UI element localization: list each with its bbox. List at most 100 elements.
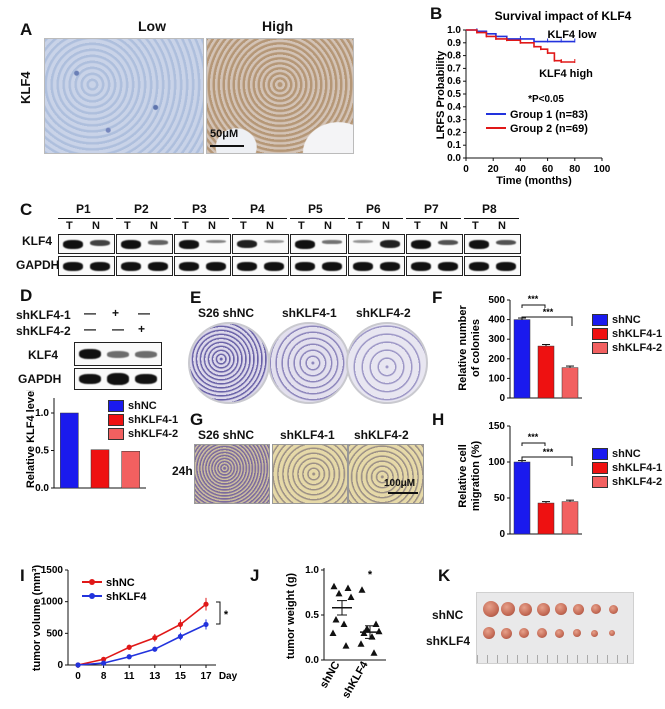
c-band [438,240,458,246]
chart-j-point-shKLF4 [375,627,383,635]
chart-i-xtick-label: 11 [124,671,135,682]
f-legend-1: shNC [592,314,641,327]
chart-i-series-shKLF4 [77,623,207,666]
chart-j-sig: * [368,569,373,581]
chart-b-ytick-label: 0.5 [447,89,461,100]
chart-b: Survival impact of KLF4 LRFS Probability… [435,9,632,187]
scale-bar-a [210,145,244,147]
k-tumor-shnc [591,604,601,614]
chart-f-ytick-label: 400 [488,315,505,326]
k-tumor-shklf4 [501,627,512,639]
c-band [121,262,141,271]
chart-f: Relative number of colonies 0 100 200 300 40… [457,294,582,404]
chart-b-ytick-label: 0.1 [447,140,461,151]
k-tumor-shklf4 [483,627,495,639]
c-blot-gapdh [348,256,405,276]
k-tumor-shnc [609,604,618,614]
chart-i-legend-marker-1 [89,579,95,585]
c-blot-klf4 [174,234,231,254]
k-tumor-shklf4 [555,628,564,638]
panel-label-f: F [432,288,443,307]
chart-b-title: Survival impact of KLF4 [495,9,632,23]
k-tumor-shklf4 [591,629,598,637]
chart-f-ytick-label: 500 [488,295,505,306]
chart-j-point-shNC [332,616,340,623]
chart-j-point-shKLF4 [358,586,366,593]
c-patient-label: P8 [482,202,497,216]
d-blot-klf4-label: KLF4 [28,348,58,362]
e-dish-label-2: shKLF4-1 [282,306,337,320]
chart-f-sig-2: *** [543,307,554,317]
chart-b-xlabel: Time (months) [496,175,572,187]
c-blot-gapdh [464,256,521,276]
c-blot-gapdh [290,256,347,276]
chart-i-point-shKLF4 [203,621,209,628]
chart-b-xtick-label: 20 [488,164,500,175]
chart-b-xtick-label: 60 [542,164,554,175]
c-band [469,262,489,271]
chart-h-sig-bracket-1 [521,442,546,446]
chart-i-sig-bracket [216,601,221,625]
c-band [496,262,516,271]
d-sign-1-2: + [112,306,120,320]
f-legend-3: shKLF4-2 [592,342,662,355]
c-band [237,240,257,249]
e-dish-shklf4-1 [268,322,350,404]
chart-b-xtick-label: 0 [463,164,469,175]
chart-b-xtick-label: 80 [569,164,581,175]
k-tumor-shklf4 [573,629,581,637]
chart-f-ylabel-2: of colonies [470,319,482,377]
g-col-label-3: shKLF4-2 [354,428,409,442]
c-band [469,240,489,249]
c-patient-underline [290,218,345,219]
c-blot-gapdh [58,256,115,276]
chart-j-xtick-shnc: shNC [318,659,343,690]
c-band [411,240,431,249]
chart-h-ylabel-1: Relative cell [457,444,469,508]
d-sign-2-3: + [138,322,146,336]
c-blot-klf4 [406,234,463,254]
c-patient-underline [58,218,113,219]
chart-f-bar-shKLF4-1 [537,345,555,399]
c-lane-label: T [472,220,479,232]
chart-j-xtick-shklf4: shKLF4 [340,659,371,701]
c-lane-label: N [208,220,216,232]
chart-j: tumor weight (g) 0.0 0.5 1.0 * shNC shKLF4 [285,565,386,701]
c-band [438,262,458,271]
chart-b-ytick-label: 0.9 [447,38,461,49]
panel-label-j: J [250,566,260,585]
c-band [353,240,373,243]
c-lane-label: T [414,220,421,232]
c-band [264,240,284,243]
ihc-image-high [206,38,354,154]
c-blot-gapdh [116,256,173,276]
row-label-klf4: KLF4 [18,71,33,105]
c-blot-klf4 [58,234,115,254]
chart-i-point-shNC [101,656,107,662]
chart-i-ytick-label: 500 [46,628,63,639]
c-band [380,262,400,271]
e-dish-label-3: shKLF4-2 [356,306,411,320]
chart-j-point-shNC [344,584,352,591]
c-lane-label: T [356,220,363,232]
k-tumor-shnc [519,602,532,616]
chart-b-legend-2: Group 2 (n=69) [510,123,588,135]
c-band [237,262,257,271]
chart-b-xtick-label: 40 [515,164,527,175]
chart-j-ytick-label: 0.0 [305,655,319,666]
chart-h-bar-shNC [513,461,531,535]
chart-f-ylabel-1: Relative number [457,304,469,390]
c-row-klf4: KLF4 [22,234,52,248]
chart-f-sig-bracket-1 [521,304,546,308]
d-blot-gapdh [74,368,162,390]
chart-i-point-shNC [177,621,183,628]
c-patient-underline [232,218,287,219]
c-band [411,262,431,271]
c-blot-klf4 [464,234,521,254]
c-lane-label: T [298,220,305,232]
c-patient-label: P2 [134,202,149,216]
chart-d-ytick-label: 1.0 [35,408,49,419]
c-lane-label: T [240,220,247,232]
chart-i-point-shKLF4 [101,660,107,666]
chart-h-ytick-label: 150 [488,421,505,432]
